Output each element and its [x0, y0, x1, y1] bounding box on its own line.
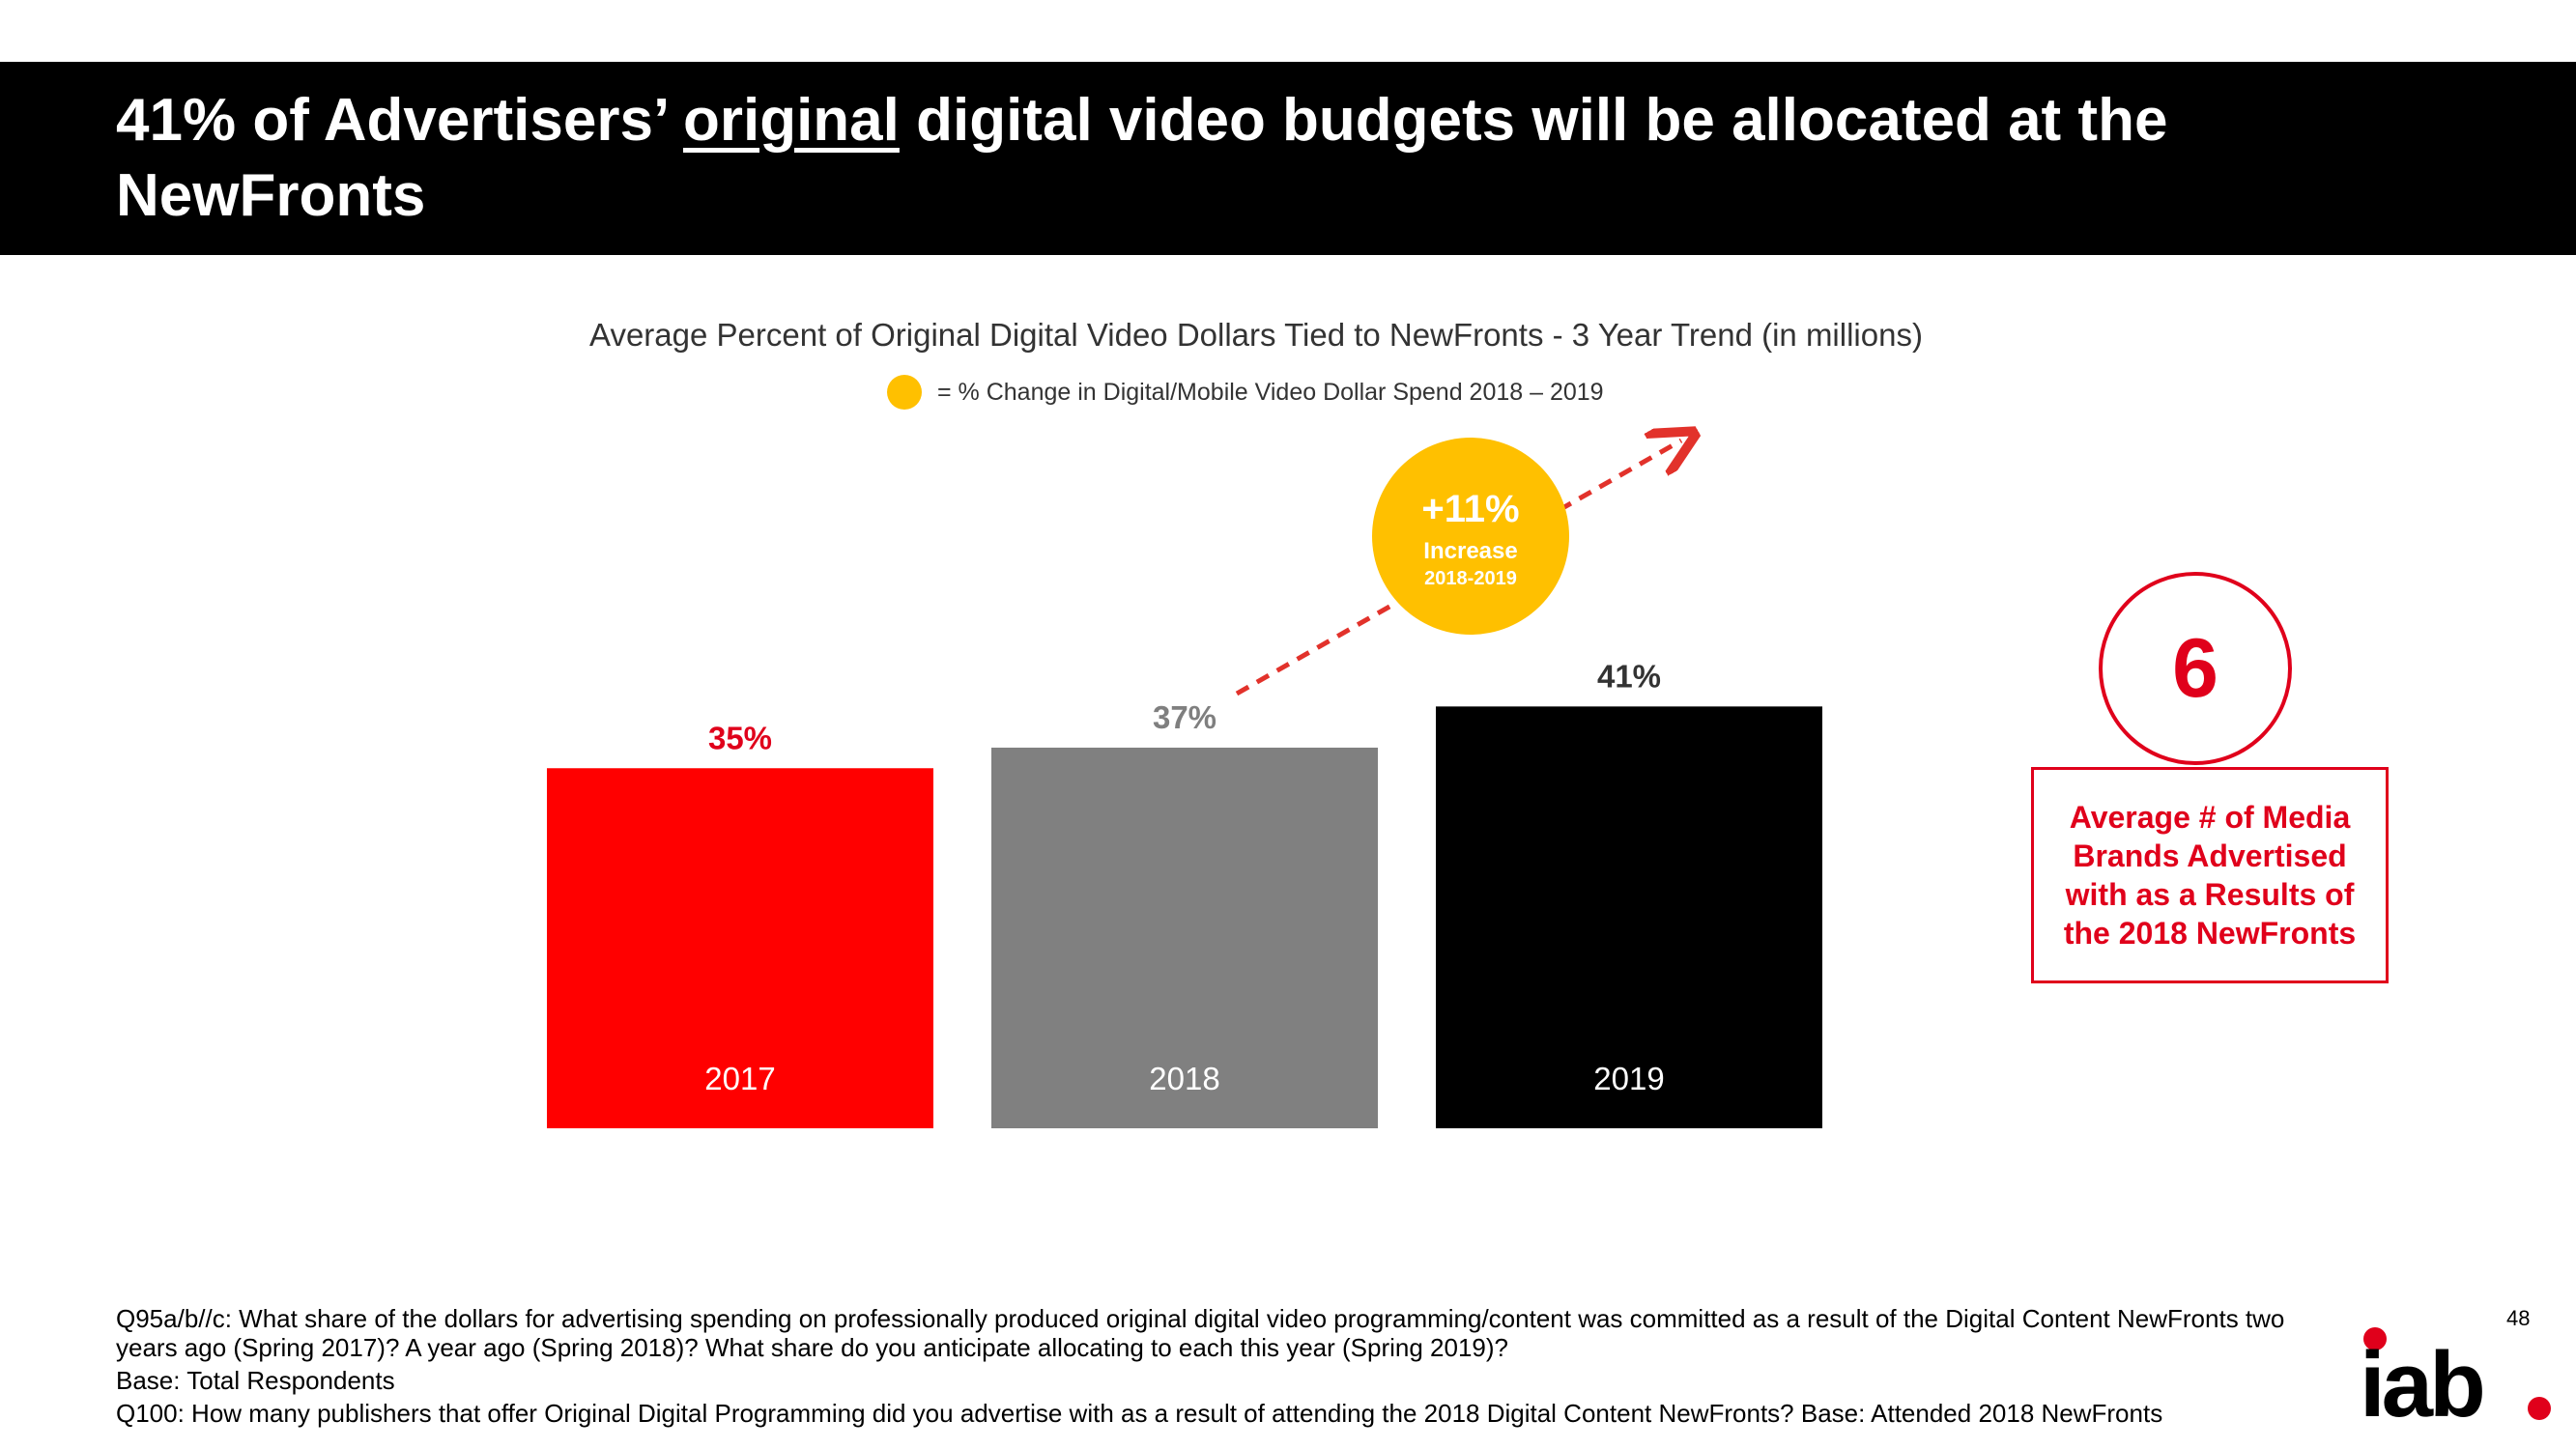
- legend-dot-icon: [887, 375, 922, 410]
- change-badge-label: Increase: [1423, 538, 1517, 564]
- category-label-2019: 2019: [1593, 1061, 1664, 1096]
- title-part-2: digital video budgets will be allocated …: [116, 87, 2168, 229]
- footnote-q95: Q95a/b//c: What share of the dollars for…: [116, 1304, 2285, 1362]
- chart-title: Average Percent of Original Digital Vide…: [589, 317, 1923, 353]
- title-bar: [0, 62, 2576, 255]
- change-badge-circle: [1372, 438, 1569, 635]
- change-badge-period: 2018-2019: [1424, 568, 1517, 589]
- footnotes: Q95a/b//c: What share of the dollars for…: [116, 1304, 2338, 1428]
- slide-title: 41% of Advertisers’ original digital vid…: [116, 83, 2338, 234]
- footnote-base: Base: Total Respondents: [116, 1366, 395, 1395]
- title-part-1: 41% of Advertisers’: [116, 87, 683, 154]
- bar-2019: [1436, 706, 1822, 1128]
- callout-number: 6: [2099, 572, 2292, 765]
- legend: = % Change in Digital/Mobile Video Dolla…: [887, 373, 1604, 412]
- logo-period-dot: [2528, 1397, 2551, 1420]
- bar-2017: [547, 768, 933, 1128]
- value-label-2019: 41%: [1597, 658, 1661, 694]
- legend-text: = % Change in Digital/Mobile Video Dolla…: [937, 378, 1604, 406]
- callout-text: Average # of Media Brands Advertised wit…: [2031, 767, 2389, 983]
- logo-i-dot: [2363, 1327, 2387, 1350]
- bars-layer: 35% 2017 37% 2018 41% 2019: [547, 658, 1822, 1128]
- logo-text: iab: [2360, 1333, 2482, 1430]
- category-label-2018: 2018: [1149, 1061, 1219, 1096]
- change-badge: +11% Increase 2018-2019: [1372, 438, 1569, 635]
- footnote-q100: Q100: How many publishers that offer Ori…: [116, 1399, 2163, 1428]
- page-number: 48: [2506, 1306, 2531, 1330]
- change-badge-value: +11%: [1421, 488, 1519, 530]
- iab-logo-icon: iab: [2360, 1327, 2551, 1430]
- value-label-2018: 37%: [1153, 699, 1216, 735]
- bar-2018: [991, 747, 1378, 1128]
- value-label-2017: 35%: [708, 720, 772, 755]
- category-label-2017: 2017: [704, 1061, 775, 1096]
- title-underlined-word: original: [682, 87, 900, 154]
